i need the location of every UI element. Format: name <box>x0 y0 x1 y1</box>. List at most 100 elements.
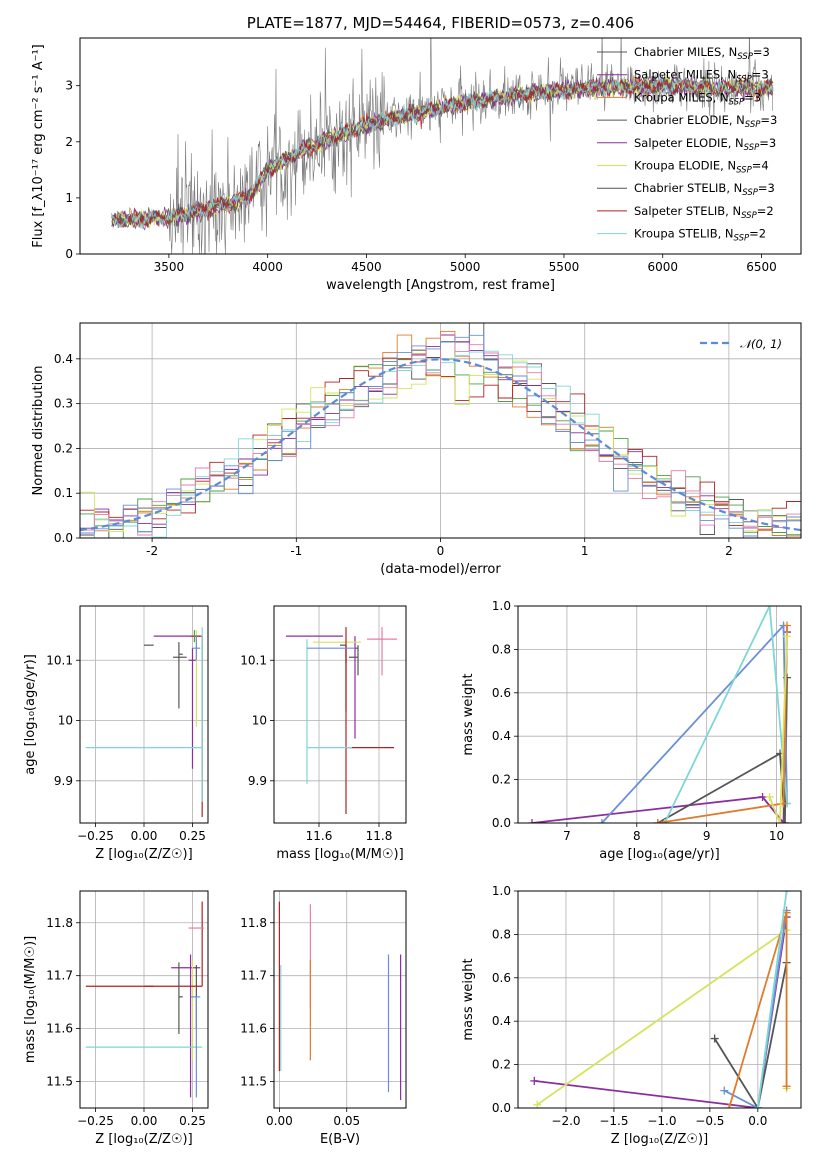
errorbar-point <box>85 901 203 987</box>
mass-weight-line <box>723 910 788 1108</box>
x-tick-label: 0.25 <box>179 829 206 843</box>
x-tick-label: 5000 <box>450 260 481 274</box>
x-tick-label: 9 <box>703 829 711 843</box>
mass-weight-marker <box>533 1100 542 1108</box>
axes-frame <box>517 890 802 1109</box>
legend-entry: Chabrier ELODIE, NSSP=3 <box>634 113 777 130</box>
plot-area-mass_vs_Z <box>85 901 205 1098</box>
plot-area-massweight_vs_Z <box>530 891 791 1108</box>
y-tick-label: 1.0 <box>492 884 511 898</box>
errorbar-point <box>192 636 201 661</box>
panel-spectrum: 3500 4000 4500 5000 5500 6000 6500 0 1 2 3 waveleng… <box>31 14 802 293</box>
panel-mass_vs_EBV: 0.00 0.05 11.5 11.6 11.7 11.8 E(B-V) <box>240 890 407 1147</box>
legend-entry: Salpeter ELODIE, NSSP=3 <box>634 136 776 153</box>
legend-entry: 𝒩(0, 1) <box>740 337 782 351</box>
legend-entry: Chabrier STELIB, NSSP=3 <box>634 181 775 198</box>
panel-residuals: -2 -1 0 1 2 0.0 0.1 0.2 0.3 0.4 (data-model)/error… <box>31 322 802 577</box>
y-tick-label: 0.1 <box>54 486 73 500</box>
legend-entry: Kroupa STELIB, NSSP=2 <box>634 227 766 244</box>
axes-frame <box>517 605 802 824</box>
mass-weight-marker <box>782 891 791 895</box>
x-tick-label: -2 <box>146 544 158 558</box>
y-axis-label: age [log₁₀(age/yr)] <box>23 654 38 775</box>
residual-histogram-line <box>80 334 801 538</box>
model-spectrum-line <box>111 76 774 230</box>
mass-weight-marker <box>753 1104 762 1108</box>
y-tick-label: 11.7 <box>240 969 267 983</box>
y-axis-label: mass weight <box>461 673 476 755</box>
x-axis-label: age [log₁₀(age/yr)] <box>599 847 720 862</box>
panel-age_vs_mass: 11.6 11.8 9.9 10 10.1 mass [log₁₀(M/M☉)] <box>240 605 407 862</box>
errorbar-point <box>306 639 352 784</box>
y-tick-label: 1.0 <box>492 599 511 613</box>
x-tick-label: 6000 <box>647 260 678 274</box>
x-axis-label: Z [log₁₀(Z/Z☉)] <box>95 1132 192 1147</box>
y-axis-label: mass [log₁₀(M/M☉)] <box>23 936 38 1063</box>
y-tick-label: 0.4 <box>492 729 511 743</box>
y-tick-label: 0.0 <box>492 1101 511 1115</box>
x-axis-label: E(B-V) <box>320 1132 360 1147</box>
panel-massweight_vs_age: 7 8 9 10 0.0 0.2 0.4 0.6 0.8 1.0 age [log₁₀(age/yr… <box>461 599 802 862</box>
y-tick-label: 0.2 <box>492 773 511 787</box>
legend: 𝒩(0, 1) <box>700 337 782 351</box>
mass-weight-marker <box>653 819 662 823</box>
panel-age_vs_Z: −0.25 0.00 0.25 9.9 10 10.1 Z [log₁₀(Z/Z☉)] age… <box>23 605 209 862</box>
y-tick-label: 0.2 <box>492 1058 511 1072</box>
mass-weight-line <box>756 891 788 1108</box>
mass-weight-marker <box>765 606 774 610</box>
x-tick-label: −2.0 <box>551 1114 580 1128</box>
x-tick-label: -1 <box>290 544 302 558</box>
axes-frame <box>79 605 209 824</box>
x-tick-label: 10 <box>769 829 784 843</box>
mass-weight-line <box>663 606 788 823</box>
x-axis-label: wavelength [Angstrom, rest frame] <box>326 278 555 293</box>
y-tick-label: 3 <box>65 79 73 93</box>
residual-histogram-line <box>80 360 801 533</box>
errorbar-point <box>190 996 201 1098</box>
legend: Chabrier MILES, NSSP=3 Salpeter MILES, NS… <box>597 45 777 244</box>
plot-area-mass_vs_EBV <box>278 901 402 1101</box>
mass-weight-marker <box>782 1082 791 1091</box>
axes-frame <box>79 37 802 255</box>
y-tick-label: 9.9 <box>54 774 73 788</box>
errorbar-point <box>349 645 359 676</box>
errorbar-point <box>354 636 358 739</box>
legend-entry: Salpeter MILES, NSSP=3 <box>634 68 769 85</box>
mass-weight-marker <box>758 792 767 801</box>
y-tick-label: 0.0 <box>54 531 73 545</box>
y-tick-label: 9.9 <box>248 774 267 788</box>
legend-entry: Kroupa MILES, NSSP=3 <box>634 90 761 107</box>
y-tick-label: 11.7 <box>46 969 73 983</box>
mass-weight-marker <box>597 819 606 823</box>
mass-weight-marker <box>783 632 792 641</box>
legend-entry: Salpeter STELIB, NSSP=2 <box>634 204 774 221</box>
x-tick-label: 0.00 <box>131 1114 158 1128</box>
mass-weight-line <box>768 636 788 823</box>
y-tick-label: 0.0 <box>492 816 511 830</box>
x-tick-label: 4500 <box>351 260 382 274</box>
y-tick-label: 0.8 <box>492 927 511 941</box>
y-tick-label: 0.8 <box>492 642 511 656</box>
errorbar-point <box>345 627 394 814</box>
axes-frame <box>79 890 209 1109</box>
errorbar-point <box>188 648 197 769</box>
y-tick-label: 11.6 <box>46 1022 73 1036</box>
y-tick-label: 11.8 <box>46 916 73 930</box>
mass-weight-marker <box>720 1086 729 1095</box>
x-tick-label: −1.0 <box>647 1114 676 1128</box>
x-tick-label: 0.00 <box>131 829 158 843</box>
y-axis-label: mass weight <box>461 958 476 1040</box>
errorbar-point <box>178 962 183 1034</box>
y-tick-label: 0.4 <box>54 352 73 366</box>
x-tick-label: −0.25 <box>77 1114 114 1128</box>
y-tick-label: 2 <box>65 135 73 149</box>
plot-area-massweight_vs_age <box>527 606 792 823</box>
y-tick-label: 10 <box>58 714 73 728</box>
plot-area-spectrum <box>111 38 774 254</box>
x-tick-label: 6500 <box>746 260 777 274</box>
x-tick-label: 8 <box>633 829 641 843</box>
x-tick-label: −0.5 <box>695 1114 724 1128</box>
axes-frame <box>79 322 802 539</box>
x-tick-label: 0.25 <box>179 1114 206 1128</box>
x-tick-label: 0.0 <box>748 1114 767 1128</box>
